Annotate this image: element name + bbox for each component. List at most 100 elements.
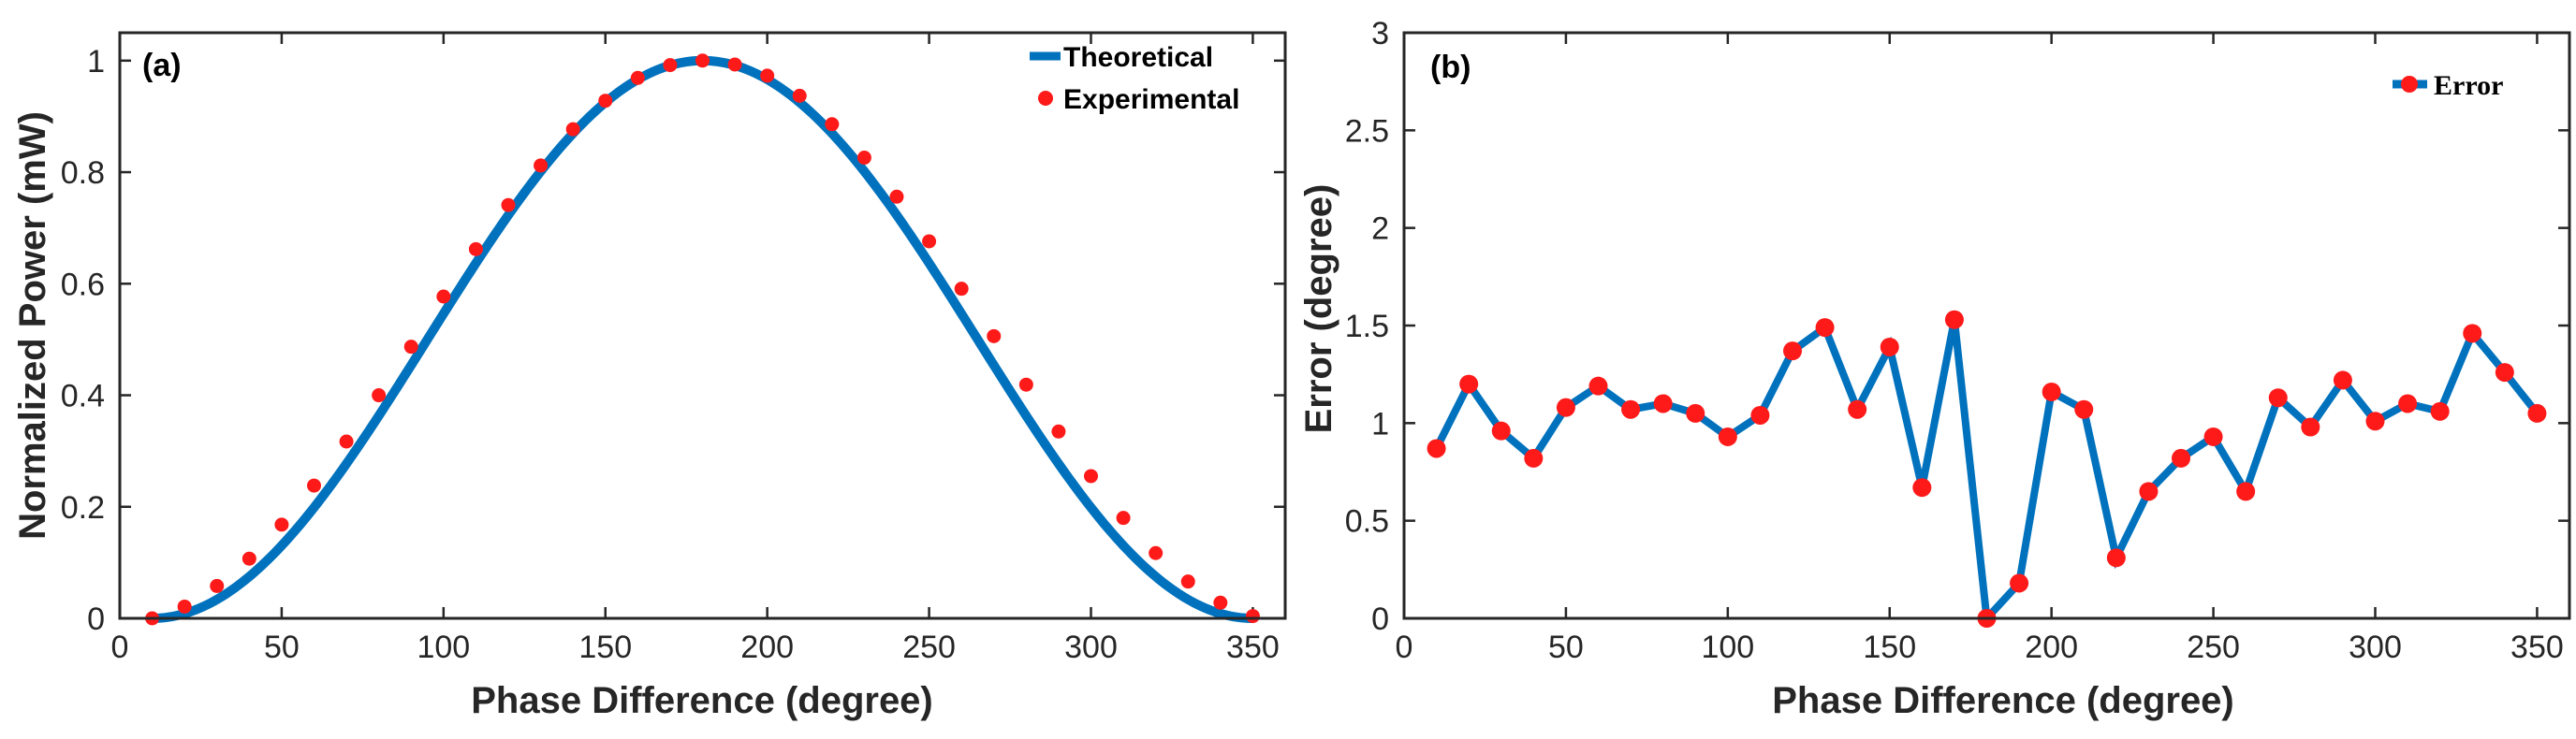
- series-error-point: [1848, 400, 1866, 419]
- series-experimental-point: [760, 68, 774, 82]
- panel-b-tag: (b): [1430, 50, 1471, 85]
- panel-b-y-axis-title: Error (degree): [1298, 184, 1339, 434]
- legend-experimental-label: Experimental: [1063, 84, 1239, 115]
- series-experimental-point: [857, 151, 871, 165]
- series-experimental-point: [955, 282, 969, 296]
- panel-a-y-tick-label: 0: [87, 601, 105, 637]
- panel-a-y-axis-title: Normalized Power (mW): [12, 111, 53, 540]
- series-error-point: [2139, 482, 2158, 500]
- panel-b-y-tick-label: 1: [1371, 406, 1389, 442]
- series-error-point: [2010, 573, 2028, 592]
- series-error-point: [2496, 363, 2514, 382]
- series-experimental-point: [1246, 609, 1260, 623]
- series-experimental-point: [210, 579, 224, 593]
- series-experimental-point: [502, 198, 516, 212]
- series-experimental-point: [663, 58, 677, 72]
- series-experimental-point: [566, 123, 580, 137]
- panel-b-x-tick-label: 350: [2510, 630, 2564, 665]
- series-experimental-point: [922, 234, 936, 248]
- series-error-point: [2204, 427, 2223, 446]
- legend-error-marker-swatch: [2401, 76, 2418, 93]
- series-experimental-point: [987, 329, 1001, 343]
- panel-b-x-tick-label: 150: [1863, 630, 1916, 665]
- series-experimental-point: [793, 89, 807, 103]
- panel-b-x-axis-title: Phase Difference (degree): [1772, 680, 2234, 721]
- panel-a-x-tick-label: 100: [417, 630, 470, 665]
- panel-b-y-tick-label: 3: [1371, 16, 1389, 51]
- panel-a-x-tick-label: 50: [264, 630, 300, 665]
- series-error-point: [2431, 402, 2450, 421]
- panel-a-tag: (a): [142, 48, 182, 83]
- series-error-point: [1912, 478, 1931, 497]
- panel-a-y-tick-label: 0.6: [61, 267, 105, 302]
- series-experimental-point: [372, 388, 386, 402]
- series-experimental-point: [534, 158, 548, 172]
- panel-b-y-tick-label: 0.5: [1345, 504, 1389, 540]
- series-experimental-point: [307, 479, 321, 493]
- figure: 0 50 100 150 200 250 300 35000.20.40.60.81 (a) …: [0, 0, 2576, 739]
- series-error-point: [2301, 418, 2320, 437]
- series-error-point: [2334, 370, 2352, 389]
- series-error-point: [1654, 394, 1673, 413]
- series-experimental-point: [1181, 574, 1195, 588]
- series-experimental-point: [598, 94, 612, 108]
- series-error-point: [1492, 422, 1511, 441]
- panel-a-y-tick-label: 0.2: [61, 490, 105, 526]
- series-experimental-point: [695, 53, 710, 67]
- series-error-point: [1589, 377, 1608, 396]
- panel-b-y-tick-label: 0: [1371, 601, 1389, 637]
- panel-a-x-tick-label: 300: [1064, 630, 1118, 665]
- series-experimental-point: [1084, 469, 1098, 483]
- series-error-point: [2107, 548, 2126, 567]
- series-error-point: [2236, 482, 2255, 500]
- panel-a-x-tick-label: 350: [1226, 630, 1280, 665]
- series-error-point: [1945, 311, 1964, 329]
- series-error-point: [2074, 400, 2093, 419]
- panel-a-x-tick-label: 0: [111, 630, 129, 665]
- panel-a-x-tick-label: 250: [902, 630, 956, 665]
- series-experimental-point: [274, 517, 288, 531]
- panel-a-y-tick-label: 0.8: [61, 155, 105, 191]
- panel-b-y-tick-label: 2: [1371, 211, 1389, 247]
- series-experimental-point: [469, 242, 483, 256]
- series-error-point: [1881, 338, 1899, 356]
- series-error-point: [2366, 412, 2385, 430]
- series-experimental-point: [1149, 546, 1163, 560]
- series-experimental-point: [1019, 378, 1033, 392]
- panel-a-x-axis-title: Phase Difference (degree): [471, 680, 933, 721]
- series-error-point: [1557, 398, 1575, 417]
- series-experimental-point: [825, 117, 839, 131]
- series-error-point: [2042, 383, 2061, 401]
- panel-b-x-tick-label: 200: [2025, 630, 2078, 665]
- panel-b-y-tick-label: 2.5: [1345, 113, 1389, 149]
- series-error-point: [2463, 324, 2481, 342]
- series-error-point: [2172, 449, 2190, 468]
- series-error-point: [1524, 449, 1543, 468]
- series-error-point: [2527, 404, 2546, 423]
- series-error-point: [1719, 427, 1737, 446]
- panel-b-x-tick-label: 0: [1396, 630, 1413, 665]
- series-experimental-point: [1117, 511, 1131, 525]
- series-experimental-point: [404, 340, 418, 354]
- series-error-point: [1750, 406, 1769, 425]
- series-experimental-point: [178, 600, 192, 614]
- series-experimental-point: [1051, 425, 1065, 439]
- legend-experimental-marker-swatch: [1038, 91, 1053, 106]
- series-experimental-point: [242, 552, 256, 566]
- panel-a-y-tick-label: 1: [87, 44, 105, 80]
- series-error-point: [1621, 400, 1640, 419]
- series-experimental-point: [631, 71, 645, 85]
- panel-b-x-tick-label: 250: [2187, 630, 2240, 665]
- legend-theoretical-label: Theoretical: [1063, 42, 1213, 73]
- series-error-point: [2269, 388, 2288, 407]
- series-error-point: [1459, 375, 1478, 394]
- panel-b-x-tick-label: 100: [1701, 630, 1754, 665]
- panel-b-x-tick-label: 50: [1548, 630, 1584, 665]
- panel-a-x-tick-label: 150: [578, 630, 632, 665]
- series-error-point: [1686, 404, 1705, 423]
- series-experimental-point: [436, 289, 450, 303]
- series-experimental-point: [340, 435, 354, 449]
- series-error-point: [1783, 341, 1802, 360]
- series-experimental-point: [1213, 596, 1227, 610]
